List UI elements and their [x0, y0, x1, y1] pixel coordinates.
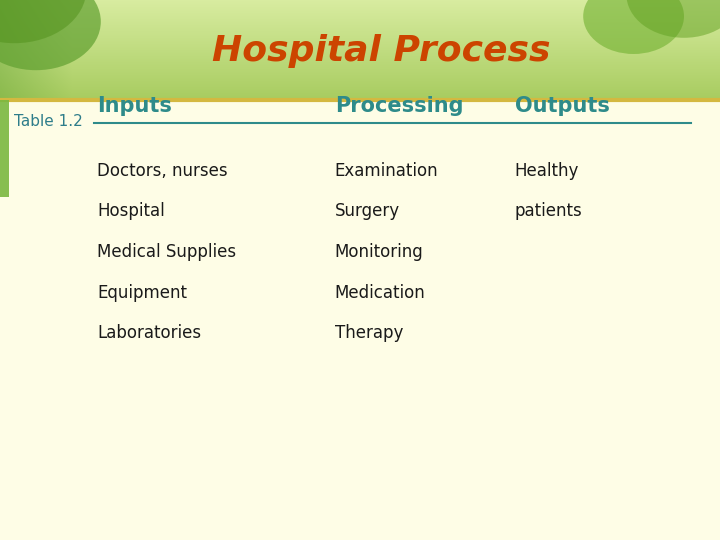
Text: Monitoring: Monitoring: [335, 243, 423, 261]
Text: Inputs: Inputs: [97, 96, 172, 116]
Text: Doctors, nurses: Doctors, nurses: [97, 162, 228, 180]
Text: Table 1.2: Table 1.2: [14, 114, 83, 129]
Circle shape: [583, 0, 684, 54]
Text: Surgery: Surgery: [335, 202, 400, 220]
FancyBboxPatch shape: [0, 100, 9, 197]
Text: Equipment: Equipment: [97, 284, 187, 301]
Text: Medication: Medication: [335, 284, 426, 301]
Circle shape: [0, 0, 86, 43]
Text: Medical Supplies: Medical Supplies: [97, 243, 236, 261]
Text: Therapy: Therapy: [335, 324, 403, 342]
Text: Hospital: Hospital: [97, 202, 165, 220]
Text: Processing: Processing: [335, 96, 463, 116]
Text: Healthy: Healthy: [515, 162, 579, 180]
Circle shape: [0, 0, 101, 70]
Text: patients: patients: [515, 202, 582, 220]
Text: Outputs: Outputs: [515, 96, 610, 116]
Text: Laboratories: Laboratories: [97, 324, 202, 342]
Circle shape: [626, 0, 720, 38]
Text: Examination: Examination: [335, 162, 438, 180]
Text: Hospital Process: Hospital Process: [212, 35, 551, 68]
